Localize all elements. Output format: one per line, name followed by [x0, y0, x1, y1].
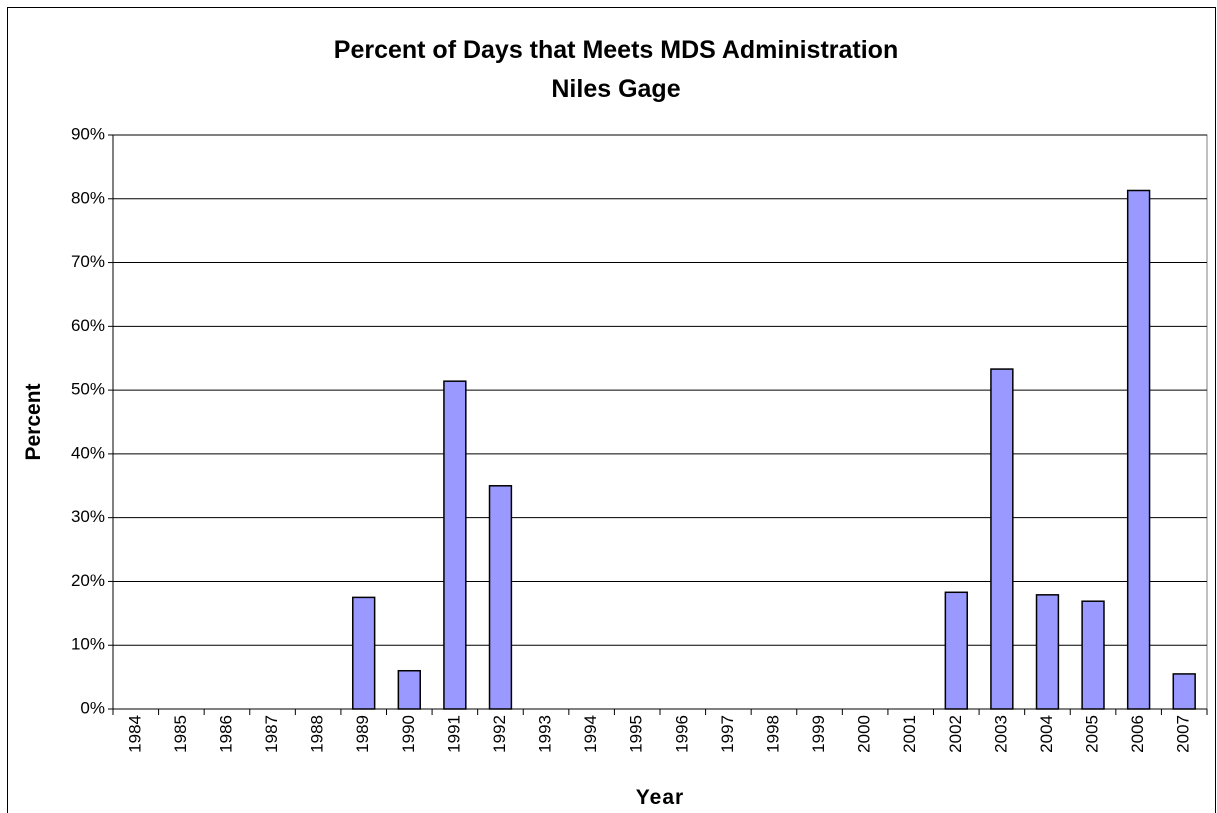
bar	[443, 380, 467, 710]
x-tick-label: 1986	[216, 715, 235, 753]
x-tick-label: 1995	[627, 715, 646, 753]
y-tick-label: 60%	[71, 316, 105, 335]
bar	[352, 596, 376, 710]
x-tick-label: 1987	[262, 715, 281, 753]
y-tick-label: 10%	[71, 635, 105, 654]
y-tick-label: 70%	[71, 252, 105, 271]
x-tick-label: 1996	[672, 715, 691, 753]
x-axis-title: Year	[636, 786, 684, 809]
x-tick-label: 2003	[991, 715, 1010, 753]
bar	[944, 591, 968, 710]
y-tick-label: 50%	[71, 380, 105, 399]
bar	[1081, 600, 1105, 710]
y-tick-label: 40%	[71, 443, 105, 462]
x-tick-label: 1998	[763, 715, 782, 753]
x-tick-label: 1992	[490, 715, 509, 753]
x-tick-label: 1985	[171, 715, 190, 753]
chart-title: Percent of Days that Meets MDS Administr…	[334, 36, 898, 64]
x-tick-label: 1984	[125, 715, 144, 753]
x-tick-label: 1990	[399, 715, 418, 753]
x-tick-label: 2002	[946, 715, 965, 753]
plot-area	[112, 134, 1208, 710]
x-tick-label: 2000	[855, 715, 874, 753]
x-tick-label: 1994	[581, 715, 600, 753]
chart-subtitle: Niles Gage	[551, 75, 680, 103]
x-tick-label: 1988	[308, 715, 327, 753]
x-tick-label: 1999	[809, 715, 828, 753]
x-tick-label: 1997	[718, 715, 737, 753]
x-tick-label: 1993	[536, 715, 555, 753]
bar	[1126, 189, 1151, 710]
x-tick-label: 1991	[444, 715, 463, 753]
bar	[488, 485, 513, 710]
x-tick-label: 2005	[1083, 715, 1102, 753]
bar	[1172, 673, 1196, 710]
bar	[990, 368, 1014, 710]
x-tick-label: 2007	[1174, 715, 1193, 753]
x-tick-label: 2004	[1037, 715, 1056, 753]
y-tick-label: 20%	[71, 571, 105, 590]
y-tick-label: 80%	[71, 188, 105, 207]
x-tick-label: 1989	[353, 715, 372, 753]
x-tick-label: 2001	[900, 715, 919, 753]
bar	[1035, 594, 1060, 710]
bar	[397, 669, 421, 710]
y-tick-label: 30%	[71, 507, 105, 526]
y-axis-title: Percent	[22, 383, 45, 460]
y-tick-label: 90%	[71, 124, 105, 143]
y-tick-label: 0%	[80, 698, 105, 717]
x-tick-label: 2006	[1128, 715, 1147, 753]
